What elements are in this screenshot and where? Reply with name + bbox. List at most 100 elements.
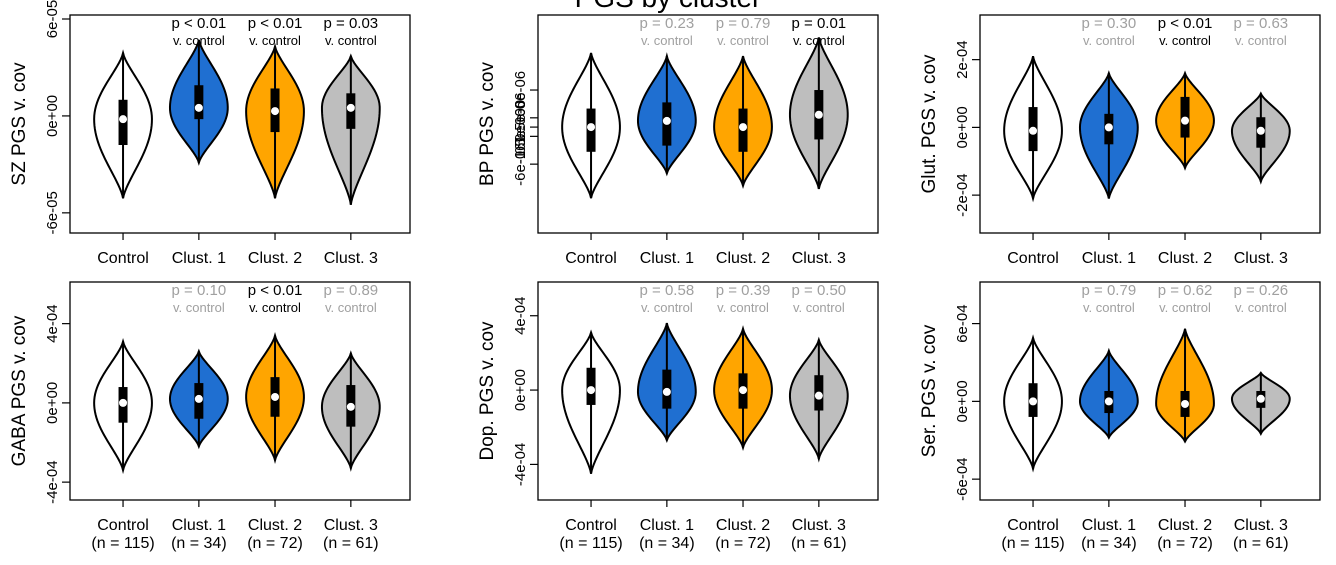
median-point (662, 387, 671, 396)
plot-frame (979, 14, 1321, 234)
y-tick-label: -4e-04 (44, 460, 61, 503)
p-value-label: p = 0.58 (640, 282, 695, 299)
median-point (1181, 116, 1190, 125)
x-tick-label: Clust. 2 (716, 250, 770, 267)
comparison-label: v. control (249, 33, 301, 48)
median-point (194, 394, 203, 403)
median-point (346, 103, 355, 112)
p-value-label: p = 0.39 (716, 282, 771, 299)
y-tick-label: 6e-04 (954, 304, 971, 342)
n-label: (n = 34) (1081, 535, 1137, 552)
y-axis-label: Ser. PGS v. cov (919, 324, 940, 457)
comparison-label: v. control (1159, 300, 1211, 315)
p-value-label: p < 0.01 (1158, 15, 1213, 32)
x-tick-label: Control (565, 250, 617, 267)
n-label: (n = 115) (91, 535, 154, 552)
y-tick-label: 0.0e+00 (512, 100, 529, 155)
plot-frame (69, 281, 411, 501)
median-point (119, 398, 128, 407)
iqr-box (194, 85, 204, 120)
p-value-label: p < 0.01 (248, 282, 303, 299)
x-tick-label: Clust. 1 (640, 250, 694, 267)
y-tick-label: 4e-04 (512, 297, 529, 335)
n-label: (n = 115) (1001, 535, 1064, 552)
p-value-label: p = 0.26 (1234, 282, 1289, 299)
x-tick-label: Clust. 2 (248, 250, 302, 267)
x-tick-label: Clust. 1 (640, 517, 694, 534)
y-axis-label: Glut. PGS v. cov (919, 54, 940, 194)
n-label: (n = 115) (559, 535, 622, 552)
comparison-label: v. control (717, 33, 769, 48)
comparison-label: v. control (173, 300, 225, 315)
x-tick-label: Clust. 3 (324, 517, 378, 534)
x-tick-label: Clust. 1 (172, 250, 226, 267)
x-tick-label: Control (97, 250, 149, 267)
median-point (1104, 397, 1113, 406)
comparison-label: v. control (249, 300, 301, 315)
n-label: (n = 61) (791, 535, 847, 552)
x-tick-label: Clust. 1 (172, 517, 226, 534)
comparison-label: v. control (1235, 300, 1287, 315)
y-tick-label: -6e-04 (954, 457, 971, 500)
y-tick-label: -1.5e-06 (512, 108, 529, 164)
comparison-label: v. control (325, 300, 377, 315)
x-tick-label: Clust. 3 (1234, 250, 1288, 267)
y-tick-label: 0e+00 (44, 382, 61, 424)
n-label: (n = 34) (639, 535, 695, 552)
plot-frame (69, 14, 411, 234)
n-label: (n = 72) (715, 535, 771, 552)
y-tick-label: 1.5e-06 (512, 92, 529, 143)
p-value-label: p = 0.10 (172, 282, 227, 299)
p-value-label: p < 0.01 (172, 15, 227, 32)
p-value-label: p = 0.23 (640, 15, 695, 32)
comparison-label: v. control (1083, 300, 1135, 315)
p-value-label: p = 0.50 (792, 282, 847, 299)
y-tick-label: -4e-04 (512, 443, 529, 486)
y-tick-label: 6e-05 (44, 0, 61, 38)
x-tick-label: Clust. 1 (1082, 517, 1136, 534)
median-point (587, 386, 596, 395)
comparison-label: v. control (325, 33, 377, 48)
p-value-label: p = 0.03 (324, 15, 379, 32)
x-tick-label: Control (565, 517, 617, 534)
figure-title: PGS by cluster (0, 0, 1336, 14)
y-axis-label: SZ PGS v. cov (9, 62, 30, 186)
p-value-label: p = 0.79 (716, 15, 771, 32)
y-axis-label: GABA PGS v. cov (9, 315, 30, 466)
median-point (1256, 126, 1265, 135)
x-tick-label: Clust. 2 (716, 517, 770, 534)
p-value-label: p < 0.01 (248, 15, 303, 32)
comparison-label: v. control (1235, 33, 1287, 48)
violin-panel-1: -6e-05 0e+00 6e-05 SZ PGS v. cov Control Clus… (9, 0, 411, 267)
comparison-label: v. control (641, 300, 693, 315)
median-point (194, 103, 203, 112)
median-point (662, 116, 671, 125)
median-point (271, 107, 280, 116)
median-point (1256, 394, 1265, 403)
violin-panel-3: -2e-04 0e+00 2e-04 Glut. PGS v. cov Control C… (919, 14, 1321, 267)
y-tick-label: 0e+00 (512, 369, 529, 411)
p-value-label: p = 0.62 (1158, 282, 1213, 299)
plot-frame (979, 281, 1321, 501)
y-tick-label: 0e+00 (954, 106, 971, 148)
x-tick-label: Clust. 3 (792, 250, 846, 267)
n-label: (n = 72) (1157, 535, 1213, 552)
median-point (346, 402, 355, 411)
y-tick-label: 2e-04 (954, 40, 971, 78)
y-tick-label: 4e-04 (44, 304, 61, 342)
y-tick-label: 6e-06 (512, 71, 529, 109)
median-point (1029, 126, 1038, 135)
x-tick-label: Clust. 2 (1158, 517, 1212, 534)
x-tick-label: Clust. 2 (248, 517, 302, 534)
p-value-label: p = 0.79 (1082, 282, 1137, 299)
comparison-label: v. control (641, 33, 693, 48)
y-tick-label: 0e+00 (44, 95, 61, 137)
y-axis-label: BP PGS v. cov (477, 62, 498, 186)
comparison-label: v. control (793, 300, 845, 315)
y-tick-label: 0e+00 (954, 380, 971, 422)
median-point (271, 392, 280, 401)
